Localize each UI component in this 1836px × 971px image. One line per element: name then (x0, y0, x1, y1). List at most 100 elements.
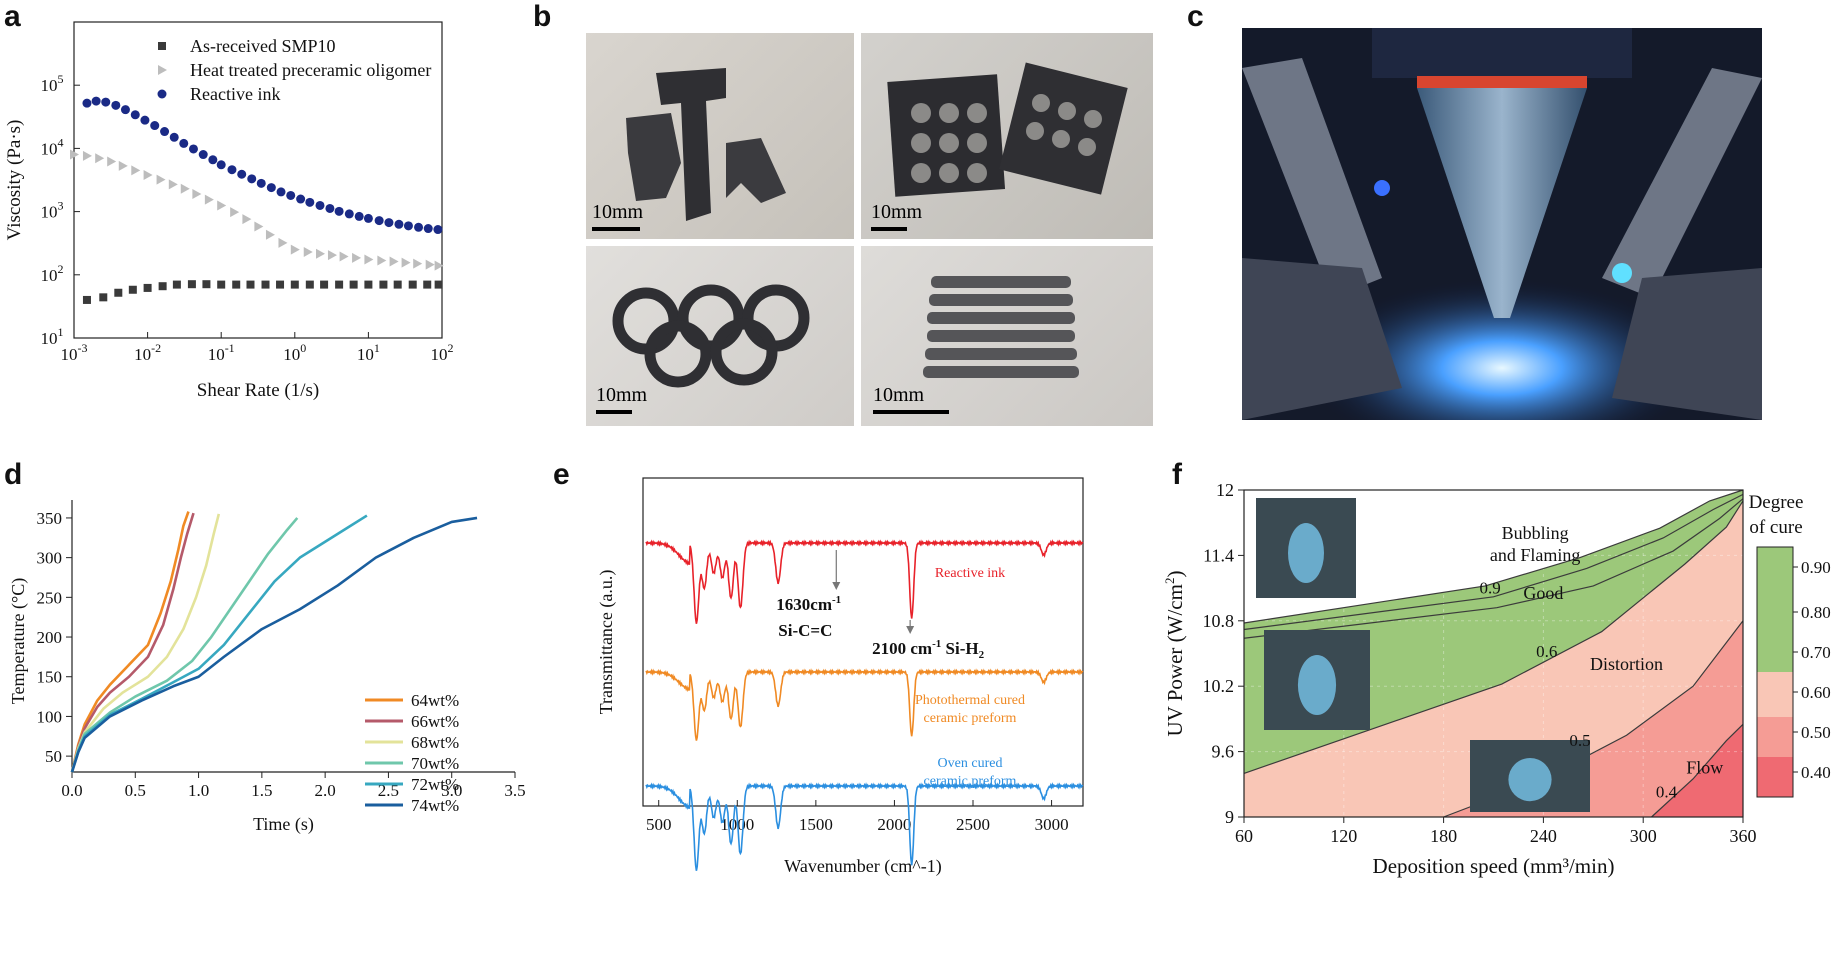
y-axis-label: Viscosity (Pa·s) (4, 120, 25, 241)
data-point (425, 259, 435, 270)
scale-label: 10mm (873, 384, 925, 406)
series-label: ceramic preform (924, 711, 1017, 726)
data-point (364, 280, 373, 289)
data-point (256, 178, 266, 188)
series-line (70, 513, 221, 773)
data-point (111, 100, 121, 110)
data-point (143, 169, 153, 180)
scalebar-2: 10mm (871, 201, 922, 231)
scalebar-1: 10mm (592, 201, 644, 231)
contour-line (1243, 493, 1744, 631)
x-tick-label: 360 (1730, 826, 1757, 846)
data-point (91, 96, 101, 106)
contour-line (1651, 723, 1744, 818)
region-label: Bubbling (1502, 523, 1569, 543)
data-point (217, 200, 227, 211)
legend-label: Reactive ink (190, 84, 280, 104)
data-point (99, 293, 108, 302)
data-point (374, 216, 384, 226)
data-point (286, 190, 296, 200)
x-tick-label: 2.0 (315, 781, 336, 800)
y-tick-label: 9.6 (1212, 742, 1235, 762)
data-point (401, 257, 411, 268)
legend-label: As-received SMP10 (190, 36, 335, 56)
x-tick-label: 2000 (877, 815, 911, 834)
data-point (393, 280, 402, 289)
data-point (217, 280, 226, 289)
data-point (433, 225, 443, 235)
data-point (290, 244, 300, 255)
data-point (423, 224, 433, 234)
data-point (114, 288, 123, 297)
contour-label: 0.4 (1656, 782, 1678, 801)
data-point (413, 258, 423, 269)
colorbar-tick-label: 0.90 (1801, 558, 1831, 577)
data-point (389, 256, 399, 267)
data-point (169, 132, 179, 142)
data-point (305, 280, 314, 289)
data-point (172, 280, 181, 289)
data-point (265, 229, 275, 240)
data-point (384, 218, 394, 228)
inset-photo-bubbling-glow (1288, 523, 1324, 583)
scale-label: 10mm (592, 201, 644, 223)
y-tick-label: 104 (41, 135, 64, 158)
data-point (118, 160, 128, 171)
data-point (187, 280, 196, 289)
series-label: Reactive ink (935, 566, 1005, 581)
data-point (363, 213, 373, 223)
panel-letter-e: e (553, 458, 570, 491)
y-tick-label: 9 (1225, 807, 1234, 827)
mta-letters-image (626, 68, 786, 221)
data-point (354, 211, 364, 221)
colorbar-tick-label: 0.80 (1801, 603, 1831, 622)
data-point (377, 255, 387, 266)
y-tick-label: 105 (41, 72, 64, 95)
y-tick-label: 12 (1216, 480, 1234, 500)
annotation-arrowhead (906, 626, 915, 634)
colorbar-tick-label: 0.70 (1801, 643, 1831, 662)
plot-frame (1243, 489, 1744, 818)
series-line (70, 512, 195, 773)
y-tick-label: 250 (37, 588, 63, 607)
panel-letter-f: f (1172, 458, 1182, 491)
data-point (394, 219, 404, 229)
data-point (352, 252, 362, 263)
x-axis-label: Shear Rate (1/s) (197, 380, 319, 401)
data-point (216, 160, 226, 170)
y-tick-label: 50 (45, 747, 62, 766)
photo-lattice: 10mm (861, 246, 1153, 426)
inset-photo-distortion-glow (1508, 758, 1552, 802)
colorbar-frame (1756, 546, 1794, 798)
data-point (246, 280, 255, 289)
annotation-arrowhead (832, 582, 841, 590)
data-point (82, 295, 91, 304)
series-line (70, 514, 368, 773)
data-point (180, 183, 190, 194)
printer-nozzle-image (1242, 28, 1762, 420)
data-point (344, 209, 354, 219)
x-tick-label: 1500 (799, 815, 833, 834)
x-tick-label: 3.5 (504, 781, 525, 800)
x-axis-label: Wavenumber (cm^-1) (784, 856, 941, 877)
y-axis-label: Transmittance (a.u.) (596, 570, 617, 715)
series-line (70, 517, 299, 773)
x-tick-label: 240 (1530, 826, 1557, 846)
x-tick-label: 120 (1330, 826, 1357, 846)
data-point (232, 280, 241, 289)
spectrum-line (645, 782, 1084, 871)
data-point (261, 280, 270, 289)
panel-letter-a: a (4, 0, 21, 33)
x-tick-label: 2.5 (378, 781, 399, 800)
data-point (290, 280, 299, 289)
data-point (230, 207, 240, 218)
colorbar-tick-label: 0.50 (1801, 723, 1831, 742)
data-point (150, 121, 160, 131)
data-point (414, 222, 424, 232)
photo-printer-nozzle (1242, 28, 1762, 420)
data-point (168, 179, 178, 190)
rings-image (612, 284, 810, 388)
series-line (70, 516, 478, 773)
series-label: Photothermal cured (915, 693, 1025, 708)
y-tick-label: 10.2 (1203, 676, 1235, 696)
